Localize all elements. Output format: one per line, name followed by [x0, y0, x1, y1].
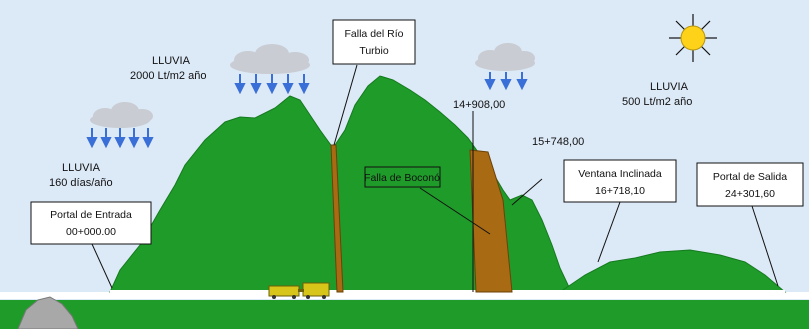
rain-left-high-line1: LLUVIA	[152, 55, 191, 67]
leader-line	[419, 187, 491, 235]
leader-line	[751, 205, 779, 287]
portal-salida-label: Portal de Salida 24+301,60	[696, 162, 804, 207]
rain-arrows-icon	[234, 74, 310, 95]
cloud-icon	[90, 102, 153, 128]
rain-left-high-line2: 2000 Lt/m2 año	[130, 70, 206, 82]
falla-rio-turbio-line2: Turbio	[359, 45, 389, 57]
rock-icon	[17, 296, 79, 329]
rain-arrows-icon	[86, 128, 154, 149]
falla-bocono-label: Falla de Boconó	[364, 166, 441, 188]
ventana-inclinada-label: Ventana Inclinada 16+718,10	[563, 159, 677, 203]
chainage-14908: 14+908,00	[453, 99, 505, 111]
rain-left-low-line1: LLUVIA	[62, 162, 101, 174]
portal-entrada-line2: 00+000.00	[66, 226, 116, 238]
sun-icon	[669, 14, 717, 62]
falla-bocono-fault	[469, 149, 513, 293]
rain-right-line2: 500 Lt/m2 año	[622, 96, 692, 108]
portal-salida-line1: Portal de Salida	[713, 171, 787, 183]
leader-line	[91, 243, 113, 289]
chainage-15748: 15+748,00	[532, 136, 584, 148]
portal-entrada-label: Portal de Entrada 00+000.00	[30, 201, 152, 245]
falla-rio-turbio-line1: Falla del Río	[345, 28, 404, 40]
falla-bocono-text: Falla de Boconó	[364, 172, 440, 184]
train-icon	[268, 282, 330, 299]
ground-white-band	[0, 292, 809, 299]
ventana-inclinada-line1: Ventana Inclinada	[578, 168, 662, 180]
rain-right-line1: LLUVIA	[650, 81, 689, 93]
cloud-icon	[230, 44, 310, 74]
leader-line	[597, 201, 621, 263]
portal-entrada-line1: Portal de Entrada	[50, 209, 132, 221]
leader-line	[333, 64, 358, 146]
falla-rio-turbio-label: Falla del Río Turbio	[332, 19, 416, 65]
cloud-icon	[475, 43, 535, 71]
ventana-inclinada-line2: 16+718,10	[595, 185, 645, 197]
rain-left-low-line2: 160 días/año	[49, 177, 113, 189]
rain-arrows-icon	[484, 72, 528, 91]
main-mountain-range	[109, 75, 573, 293]
portal-salida-line2: 24+301,60	[725, 188, 775, 200]
ground-strip	[0, 300, 809, 329]
leader-line	[511, 178, 543, 206]
right-low-hills	[558, 249, 787, 293]
